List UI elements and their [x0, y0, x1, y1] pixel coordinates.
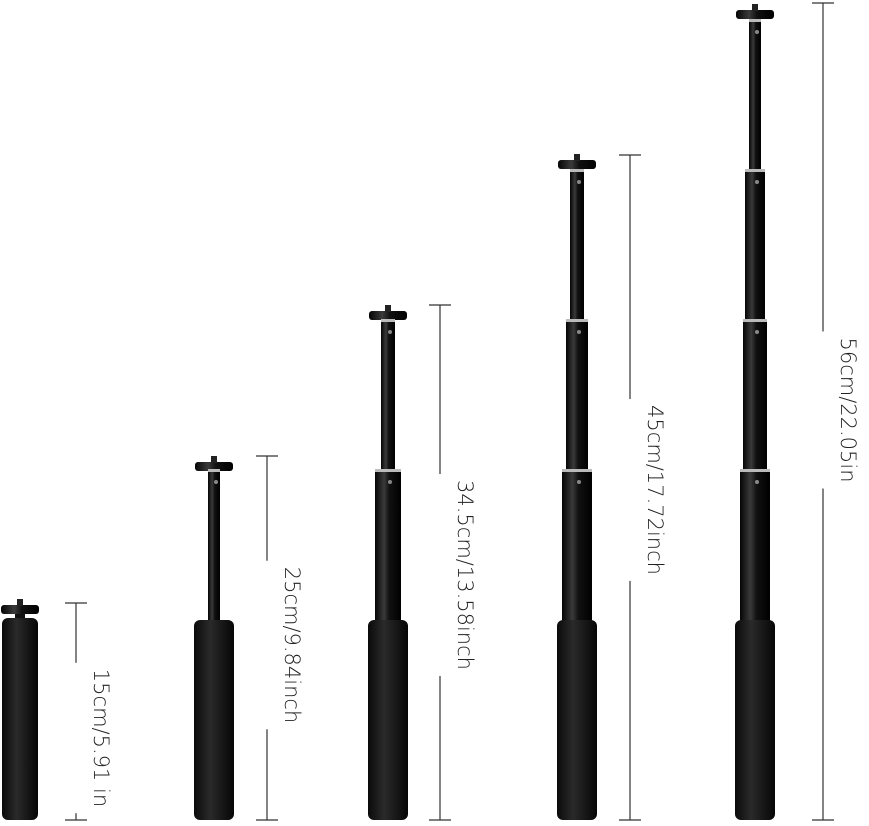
label-gap: [74, 662, 78, 814]
label-gap: [821, 331, 825, 489]
rod-segment: [745, 170, 765, 322]
rod-segment: [570, 170, 584, 322]
rod-joint: [740, 469, 770, 472]
rod-pin: [577, 330, 581, 334]
mount-screw: [752, 4, 758, 11]
mount-screw: [211, 456, 217, 463]
dimension: 56cm/22.05in: [812, 2, 860, 821]
rod-joint: [375, 469, 401, 472]
length-label: 34.5cm/13.58inch: [453, 480, 477, 670]
handle: [194, 620, 234, 820]
rod-segment: [375, 470, 401, 622]
handle: [368, 620, 408, 820]
rod-joint: [208, 469, 220, 472]
rod-segment: [562, 470, 592, 622]
dimension: 25cm/9.84inch: [256, 455, 304, 821]
rod-pin: [577, 480, 581, 484]
dimension: 45cm/17.72inch: [619, 154, 667, 821]
rod-segment: [208, 470, 220, 622]
rod-pin: [755, 480, 759, 484]
rod-joint: [381, 319, 395, 322]
length-label: 15cm/5.91 in: [89, 669, 113, 807]
rod-pin: [388, 330, 392, 334]
rod-joint: [566, 319, 588, 322]
mount-stem: [15, 611, 25, 620]
rod-pin: [388, 480, 392, 484]
rod-pin: [755, 330, 759, 334]
mount-screw: [574, 154, 580, 161]
mount-plate: [1, 605, 39, 614]
pole: [1, 599, 39, 820]
rod-joint: [743, 319, 767, 322]
length-label: 25cm/9.84inch: [280, 567, 304, 724]
handle: [557, 620, 597, 820]
mount-plate: [558, 160, 596, 169]
rod-pin: [214, 480, 218, 484]
rod-joint: [570, 169, 584, 172]
pole: [368, 305, 408, 820]
rod-segment: [566, 320, 588, 472]
rod-pin: [755, 180, 759, 184]
dimension: 34.5cm/13.58inch: [429, 304, 477, 821]
handle: [735, 620, 775, 820]
rod-joint: [749, 19, 761, 22]
length-label: 45cm/17.72inch: [643, 405, 667, 575]
rod-joint: [562, 469, 592, 472]
mount-plate: [195, 462, 233, 471]
rod-segment: [749, 20, 761, 172]
rod-segment: [381, 320, 395, 472]
length-label: 56cm/22.05in: [836, 337, 860, 482]
rod-segment: [740, 470, 770, 622]
rod-segment: [743, 320, 767, 472]
pole: [557, 154, 597, 820]
mount-screw: [385, 305, 391, 312]
label-gap: [628, 399, 632, 581]
mount-plate: [369, 311, 407, 320]
pole: [194, 456, 234, 820]
handle: [2, 618, 38, 820]
label-gap: [265, 560, 269, 730]
rod-pin: [755, 30, 759, 34]
mount-screw: [17, 599, 23, 606]
rod-joint: [745, 169, 765, 172]
rod-pin: [577, 180, 581, 184]
mount-plate: [736, 10, 774, 19]
dimension: 15cm/5.91 in: [65, 602, 113, 821]
label-gap: [438, 474, 442, 676]
pole: [735, 4, 775, 820]
